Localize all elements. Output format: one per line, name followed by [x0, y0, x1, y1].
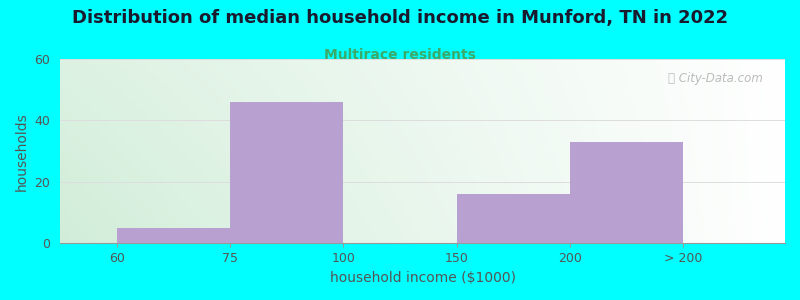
Bar [570, 142, 683, 243]
Bar [230, 102, 343, 243]
Text: Distribution of median household income in Munford, TN in 2022: Distribution of median household income … [72, 9, 728, 27]
Bar [117, 228, 230, 243]
Text: Multirace residents: Multirace residents [324, 48, 476, 62]
Text: ⓘ City-Data.com: ⓘ City-Data.com [668, 72, 763, 85]
X-axis label: household income ($1000): household income ($1000) [330, 271, 515, 285]
Bar [457, 194, 570, 243]
Y-axis label: households: households [15, 112, 29, 190]
